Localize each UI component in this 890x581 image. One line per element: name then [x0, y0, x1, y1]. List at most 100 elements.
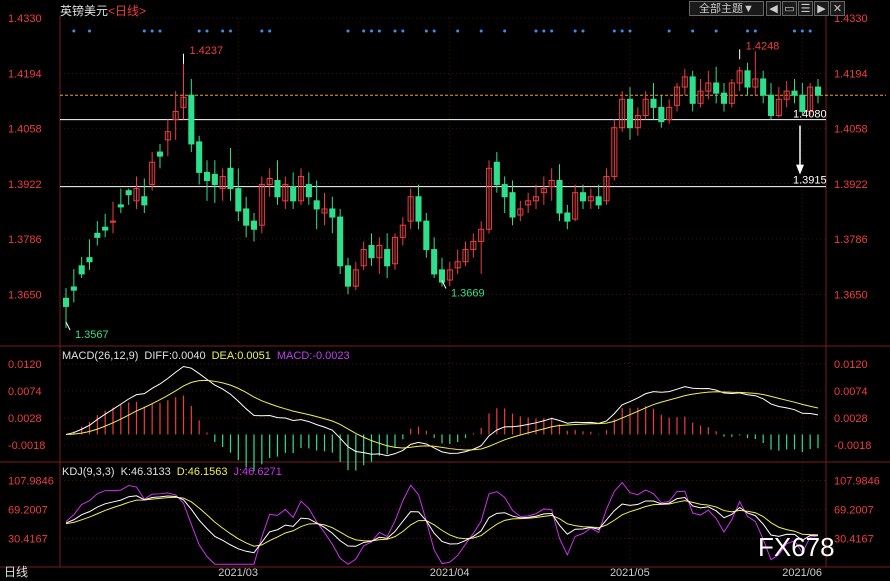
candle-body: [438, 269, 446, 283]
signal-dot: [753, 29, 757, 33]
signal-dot: [432, 29, 436, 33]
candle-body: [681, 76, 688, 88]
period-label: 日线: [115, 4, 140, 18]
signal-dot: [142, 29, 146, 33]
signal-dot: [424, 29, 428, 33]
nav-left-icon[interactable]: ◀: [766, 1, 781, 16]
theme-select-button[interactable]: 全部主题▼: [689, 1, 764, 16]
watermark: FX678: [758, 532, 835, 562]
annotation-pointer: [441, 280, 447, 289]
signal-dot: [573, 29, 577, 33]
macd-dea-label: DEA:0.0051: [212, 350, 271, 362]
signal-dot: [260, 29, 264, 33]
target-arrow-head: [796, 164, 804, 175]
signal-dot: [503, 29, 507, 33]
signal-dot: [362, 29, 366, 33]
list-icon[interactable]: ☰: [798, 1, 813, 16]
signal-dot: [456, 29, 460, 33]
macd-tick-left: -0.0018: [8, 440, 45, 452]
price-tick-right: 1.4058: [834, 124, 868, 136]
price-tick-right: 1.4330: [834, 13, 868, 25]
candle-body: [642, 98, 649, 116]
candle-body: [767, 94, 775, 116]
price-tick-right: 1.3922: [834, 179, 868, 191]
macd-dea-line: [65, 379, 819, 451]
candle-body: [156, 151, 164, 157]
candle-body: [180, 96, 187, 108]
kdj-tick-left: 107.9846: [8, 476, 54, 488]
theme-select-label: 全部主题: [699, 3, 744, 15]
signal-dot: [229, 29, 232, 33]
candle-body: [705, 82, 712, 92]
candle-body: [227, 167, 234, 190]
level-annotation: 1.4080: [793, 109, 827, 121]
candle-body: [470, 240, 477, 251]
candle-body: [626, 98, 634, 129]
macd-tick-right: 0.0074: [834, 386, 868, 398]
time-tick-label: 2021/04: [430, 567, 470, 579]
candle-body: [650, 98, 657, 108]
chevron-down-icon: ▼: [743, 3, 754, 15]
kdj-tick-right: 30.4167: [834, 534, 874, 546]
candle-body: [219, 175, 226, 190]
macd-dif-line: [65, 365, 819, 457]
candle-body: [290, 186, 297, 202]
kdj-j-line: [65, 481, 819, 565]
kdj-j-label: J:46.6271: [234, 466, 282, 478]
candle-body: [337, 216, 344, 267]
nav-right-icon[interactable]: ▶: [814, 1, 829, 16]
candle-body: [211, 173, 218, 186]
candle-body: [619, 98, 626, 129]
price-tick-right: 1.4194: [834, 68, 868, 80]
candle-body: [243, 208, 250, 226]
candle-body: [540, 188, 547, 194]
time-tick-label: 2021/03: [218, 567, 258, 579]
high-annotation: 1.4248: [746, 40, 780, 52]
candle-body: [673, 86, 681, 106]
candle-body: [86, 257, 93, 263]
candle-body: [125, 190, 132, 196]
macd-params-label: MACD(26,12,9): [62, 350, 138, 362]
kdj-k-line: [65, 495, 819, 554]
candle-body: [713, 82, 720, 94]
signal-dot: [667, 29, 671, 33]
candle-body: [266, 177, 273, 186]
time-tick-label: 2021/06: [782, 567, 822, 579]
kdj-tick-left: 30.4167: [8, 534, 48, 546]
annotation-pointer: [65, 321, 71, 331]
candle-body: [572, 192, 579, 220]
candle-body: [360, 249, 367, 267]
signal-dot: [197, 29, 201, 33]
candle-body: [133, 188, 140, 202]
candle-body: [235, 188, 242, 212]
candle-body: [720, 92, 728, 104]
low-annotation: 1.3567: [75, 329, 109, 341]
candle-body: [352, 269, 359, 287]
candle-body: [525, 200, 532, 206]
candle-body: [791, 90, 798, 96]
candle-body: [634, 115, 641, 129]
window-icon[interactable]: ▭: [782, 1, 797, 16]
kdj-d-line: [65, 496, 819, 547]
signal-dot: [714, 29, 718, 33]
macd-tick-right: 0.0028: [834, 413, 868, 425]
candle-body: [603, 175, 610, 202]
candle-body: [313, 200, 320, 210]
candle-body: [478, 228, 485, 242]
kdj-params-label: KDJ(9,3,3): [62, 466, 115, 478]
signal-dot: [746, 29, 749, 33]
signal-dot: [542, 29, 546, 33]
footer-period-label: 日线: [4, 565, 28, 579]
candle-body: [407, 196, 414, 222]
close-icon[interactable]: ✕: [830, 1, 845, 16]
macd-tick-right: -0.0018: [834, 440, 871, 452]
candle-body: [117, 204, 124, 208]
candle-body: [556, 180, 563, 214]
signal-dot: [393, 29, 397, 33]
signal-dot: [612, 29, 616, 33]
signal-dot: [88, 29, 91, 33]
target-annotation: 1.3915: [793, 175, 827, 187]
candle-body: [384, 249, 391, 267]
candle-body: [78, 265, 85, 275]
candle-body: [501, 184, 508, 198]
